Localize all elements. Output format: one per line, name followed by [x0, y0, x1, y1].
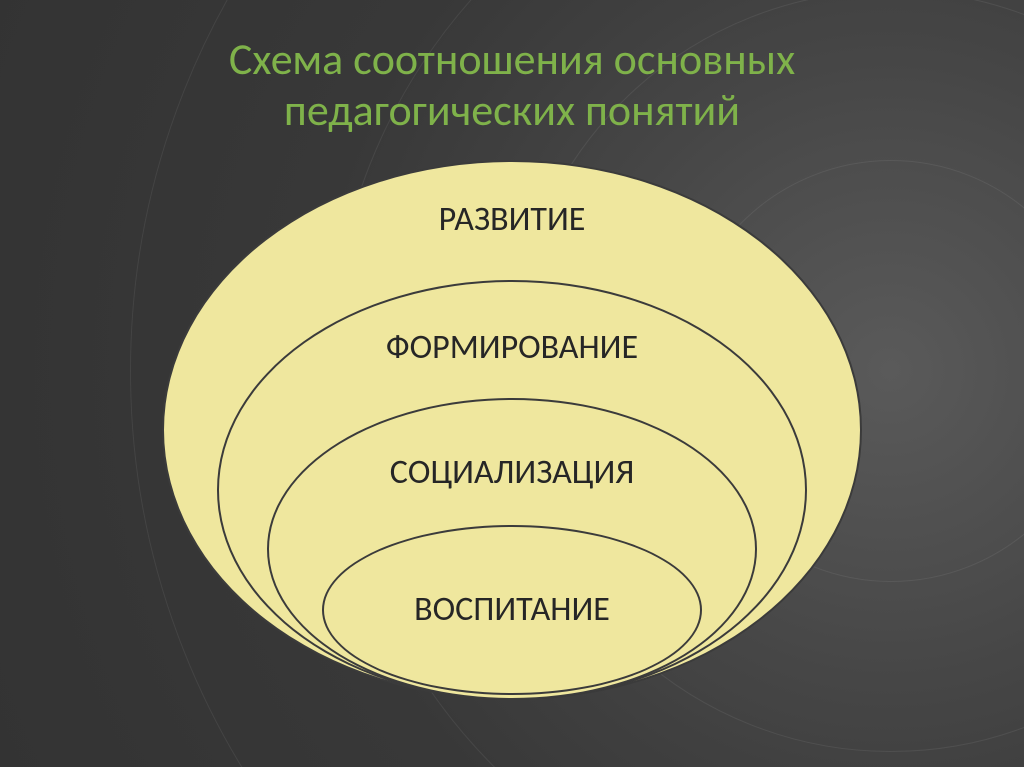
ellipse-label: РАЗВИТИЕ — [164, 199, 860, 240]
title-line-1: Схема соотношения основных — [229, 32, 795, 86]
ellipse-label: ФОРМИРОВАНИЕ — [219, 327, 805, 368]
ellipse-label: ВОСПИТАНИЕ — [324, 589, 700, 630]
title-line-2: педагогических понятий — [284, 83, 740, 137]
ellipse-vospitanie: ВОСПИТАНИЕ — [322, 525, 702, 695]
nested-ellipse-diagram: РАЗВИТИЕ ФОРМИРОВАНИЕ СОЦИАЛИЗАЦИЯ ВОСПИ… — [162, 160, 862, 720]
slide-title: Схема соотношения основных педагогически… — [0, 34, 1024, 135]
slide: Схема соотношения основных педагогически… — [0, 0, 1024, 767]
ellipse-label: СОЦИАЛИЗАЦИЯ — [269, 452, 755, 493]
